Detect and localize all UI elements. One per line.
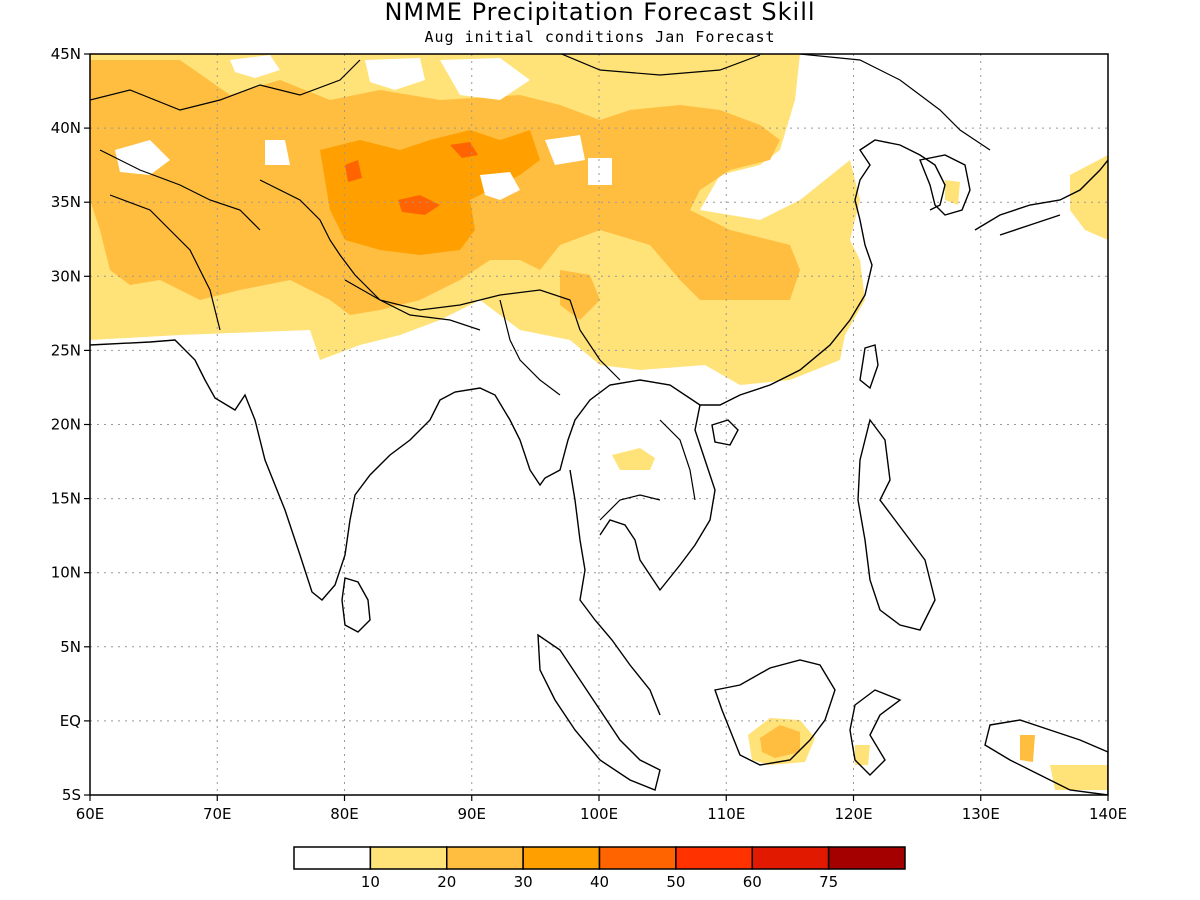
skill-shading [90, 54, 1108, 790]
skill-region-30-40 [320, 130, 540, 255]
colorbar-swatch [522, 846, 601, 870]
colorbar-swatch [446, 846, 524, 870]
x-tick-label: 60E [76, 805, 105, 823]
coastline-sri-lanka [341, 577, 371, 633]
y-tick-label: 15N [51, 490, 81, 508]
y-tick-label: 5N [60, 638, 81, 656]
skill-hole [365, 58, 425, 90]
colorbar-label: 20 [437, 873, 456, 891]
colorbar-label: 10 [361, 873, 380, 891]
skill-region-10-20 [1050, 765, 1108, 790]
skill-region-20-30 [1020, 735, 1035, 762]
y-tick-label: EQ [60, 712, 81, 730]
skill-region-40-50 [450, 142, 478, 158]
y-tick-label: 5S [62, 786, 81, 804]
x-tick-label: 120E [834, 805, 872, 823]
coastline-taiwan [859, 344, 879, 390]
coastline-korea [919, 154, 971, 216]
skill-region-40-50 [398, 195, 440, 215]
coastline-new-guinea [984, 719, 1108, 795]
y-tick-label: 30N [51, 267, 81, 285]
skill-hole [230, 55, 280, 78]
colorbar-swatch [751, 846, 830, 870]
colorbar-swatch [369, 846, 448, 870]
y-tick-label: 20N [51, 416, 81, 434]
skill-hole [115, 140, 170, 175]
x-tick-label: 90E [457, 805, 486, 823]
map-subtitle: Aug initial conditions Jan Forecast [424, 28, 776, 46]
map-grid [90, 54, 1108, 795]
coastline-vietnam [599, 404, 716, 592]
x-tick-label: 130E [962, 805, 1000, 823]
x-tick-label: 70E [203, 805, 232, 823]
y-tick-label: 40N [51, 119, 81, 137]
colorbar-label: 75 [819, 873, 838, 891]
coastline-indochina [569, 469, 661, 716]
skill-region-10-20 [945, 180, 960, 205]
y-tick-label: 35N [51, 193, 81, 211]
y-tick-label: 45N [51, 45, 81, 63]
coastline-hainan [711, 419, 739, 446]
colorbar-label: 40 [590, 873, 609, 891]
x-tick-label: 140E [1089, 805, 1127, 823]
skill-hole [440, 58, 530, 100]
skill-region-20-30 [560, 270, 600, 320]
map-axes: 60E 70E 80E 90E 100E 110E 120E 130E 140E 5S EQ 5N 10… [51, 45, 1127, 823]
colorbar-label: 30 [514, 873, 533, 891]
skill-hole [480, 172, 520, 200]
colorbar-swatch [827, 846, 906, 870]
skill-region-10-20 [612, 448, 655, 470]
coastline-borneo [714, 659, 836, 766]
skill-region-10-20 [855, 745, 870, 765]
coastline-sulawesi [849, 689, 902, 776]
x-tick-label: 80E [330, 805, 359, 823]
x-tick-label: 110E [707, 805, 745, 823]
y-tick-label: 25N [51, 341, 81, 359]
skill-region-20-30 [760, 725, 800, 758]
colorbar-swatch [675, 846, 753, 870]
skill-hole [545, 135, 585, 165]
coastlines [90, 54, 1108, 795]
borders [90, 54, 991, 521]
skill-region-40-50 [345, 160, 362, 182]
coastline-sumatra [537, 633, 661, 791]
skill-region-10-20 [1070, 155, 1108, 240]
map-title: NMME Precipitation Forecast Skill [384, 0, 816, 26]
colorbar-swatch [293, 846, 372, 870]
skill-hole [265, 140, 290, 165]
coastline-india [90, 139, 946, 601]
coastline-philippines [857, 418, 936, 631]
skill-region-20-30 [100, 70, 170, 120]
colorbar: 10 20 30 40 50 60 75 [293, 846, 906, 891]
x-tick-label: 100E [580, 805, 618, 823]
colorbar-swatch [598, 846, 677, 870]
colorbar-label: 50 [666, 873, 685, 891]
colorbar-label: 60 [743, 873, 762, 891]
coastline-japan [974, 159, 1108, 236]
y-tick-label: 10N [51, 564, 81, 582]
skill-hole [588, 158, 612, 185]
